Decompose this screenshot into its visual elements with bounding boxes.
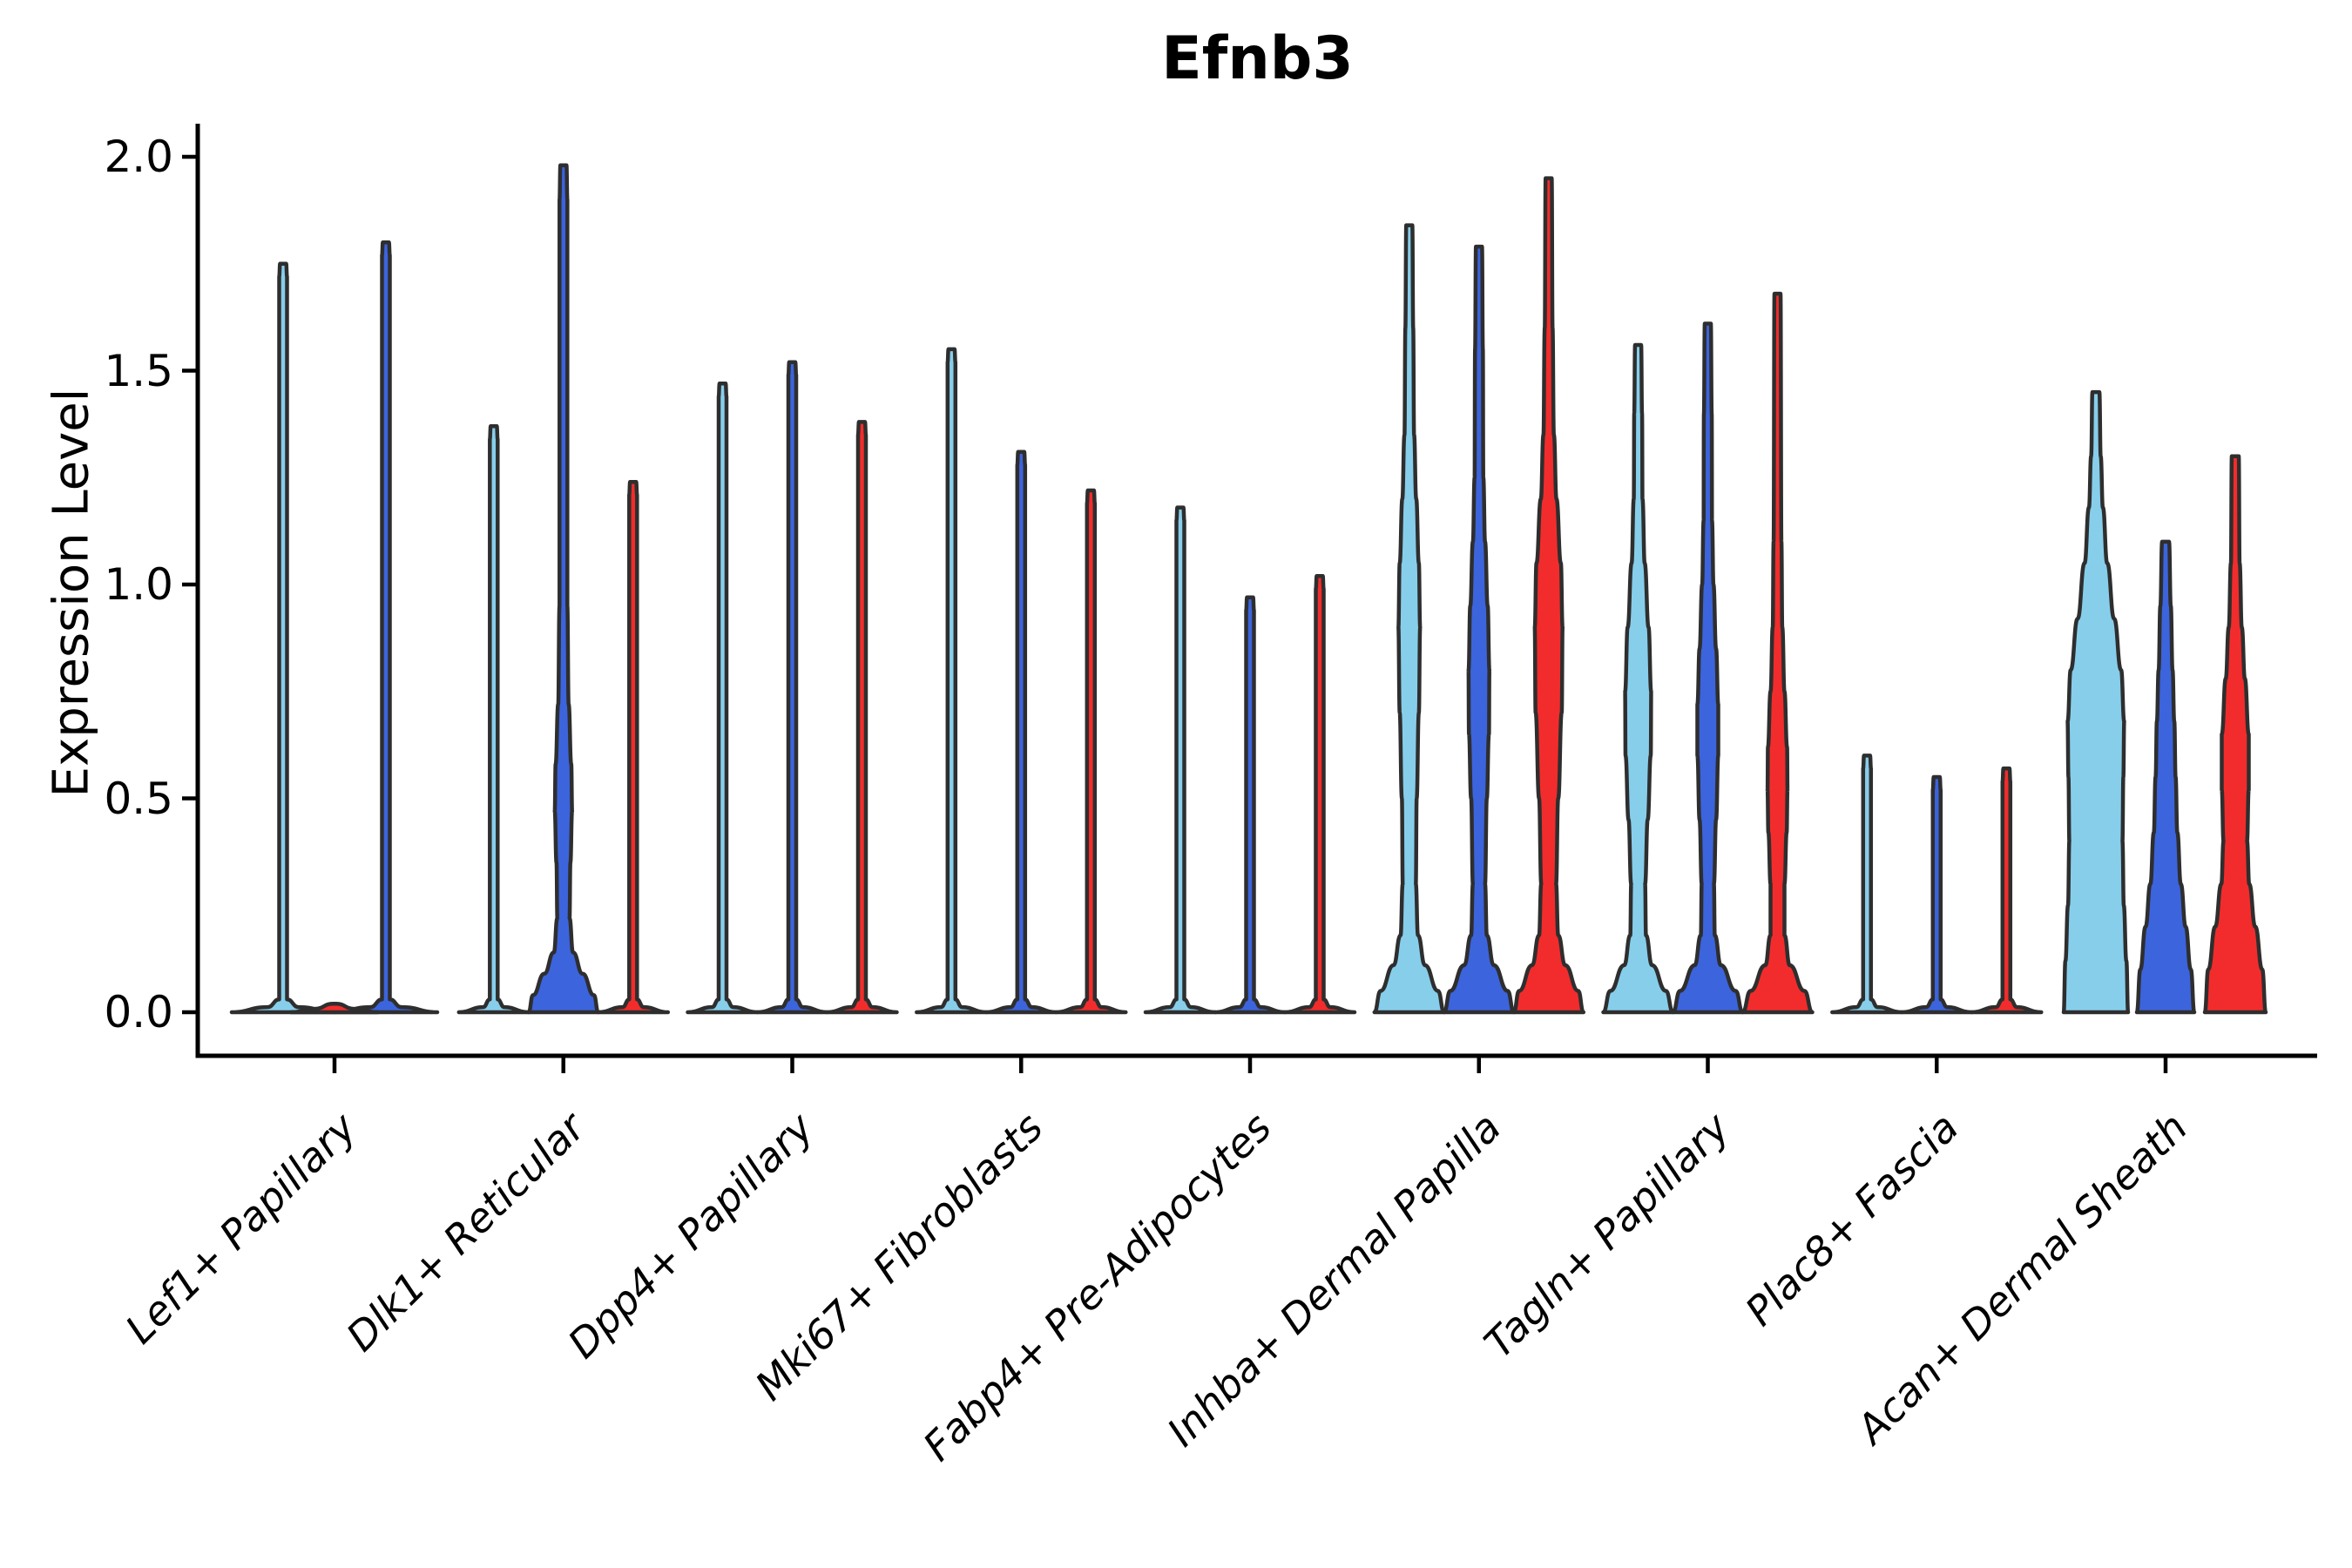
violin: [1213, 595, 1288, 1015]
violin: [1900, 774, 1974, 1015]
violin: [984, 449, 1058, 1015]
violin: [1671, 321, 1745, 1015]
violin: [2061, 389, 2131, 1015]
axes-layer: [182, 124, 2317, 1073]
violin: [2202, 454, 2268, 1015]
violin: [1282, 573, 1357, 1015]
violin: [229, 261, 337, 1015]
violin: [1054, 488, 1128, 1015]
violin: [2134, 539, 2197, 1015]
violin: [332, 240, 440, 1015]
violin: [755, 360, 829, 1015]
violin: [825, 420, 899, 1015]
violin: [1442, 244, 1517, 1015]
plot-title: Efnb3: [1161, 24, 1354, 93]
violins-layer: [229, 163, 2268, 1015]
y-tick-label: 0.5: [104, 773, 173, 824]
y-tick-label: 2.0: [104, 132, 173, 182]
violin: [1511, 176, 1586, 1015]
y-tick-label: 1.5: [104, 345, 173, 396]
violin: [1740, 291, 1815, 1015]
y-tick-label: 0.0: [104, 987, 173, 1037]
violin: [1830, 754, 1904, 1015]
y-tick-label: 1.0: [104, 559, 173, 610]
violin: [456, 424, 531, 1015]
violin: [686, 381, 760, 1015]
violin: [1372, 223, 1447, 1015]
violin: [1143, 505, 1218, 1015]
violin: [1601, 342, 1675, 1015]
violin: [288, 1001, 381, 1015]
violin: [1970, 766, 2044, 1015]
violin: [596, 479, 671, 1015]
violin: [526, 163, 601, 1015]
violin: [915, 347, 989, 1015]
